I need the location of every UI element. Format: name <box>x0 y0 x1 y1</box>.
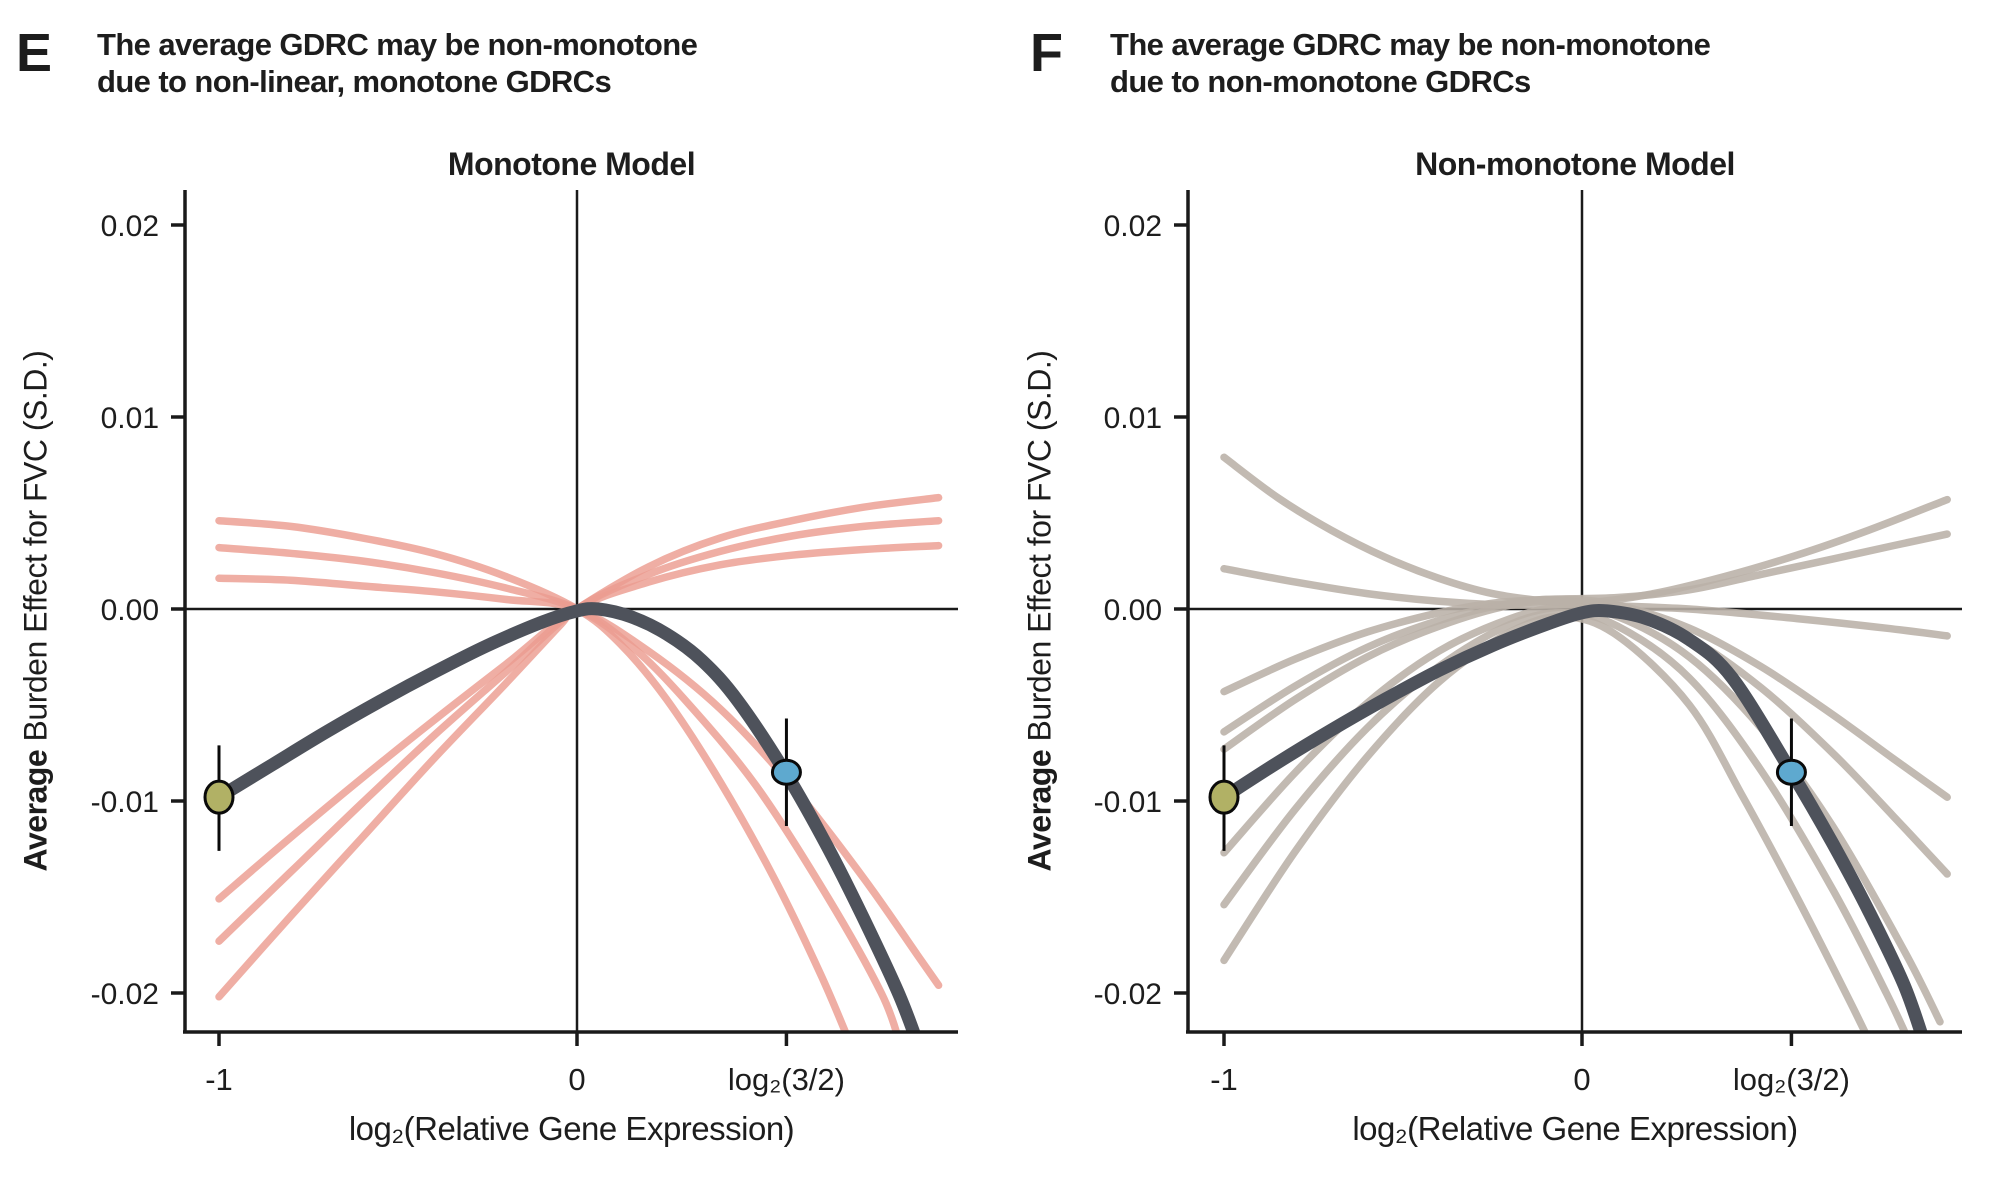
individual-gdrc-2-f <box>1220 495 1951 610</box>
individual-gdrc-8-f <box>1220 612 1870 1032</box>
y-axis-label-f: Average Burden Effect for FVC (S.D.) <box>1022 351 1059 872</box>
y-tick-label-e: 0.00 <box>101 594 159 627</box>
deletion-burden-point-e <box>203 779 235 815</box>
plot-panel-e: 0.02 0.01 0.00 -0.01 -0.02 -1 0 log₂(3/2) <box>91 190 958 1097</box>
panel-f-header-line2: due to non-monotone GDRCs <box>1110 64 1531 99</box>
x-tick-label-f: 0 <box>1573 1062 1590 1097</box>
panel-label-f: F <box>1030 23 1063 83</box>
y-tick-label-e: -0.02 <box>91 978 159 1011</box>
panel-f-header-line1: The average GDRC may be non-monotone <box>1110 27 1711 62</box>
x-axis-label-f: log₂(Relative Gene Expression) <box>1352 1110 1798 1147</box>
y-tick-label-e: -0.01 <box>91 786 159 819</box>
x-axis-label-e: log₂(Relative Gene Expression) <box>348 1110 795 1147</box>
individual-gdrc-decreasing-3-e <box>215 574 943 990</box>
y-axis-label-e: Average Burden Effect for FVC (S.D.) <box>18 351 55 872</box>
curves-group-f <box>1217 453 1951 1032</box>
individual-gdrc-7-f <box>1220 609 1909 1032</box>
x-tick-label-f: -1 <box>1210 1062 1238 1097</box>
panel-e-header: The average GDRC may be non-monotone due… <box>97 26 877 100</box>
y-tick-label-e: 0.02 <box>101 210 159 243</box>
panel-e-header-line1: The average GDRC may be non-monotone <box>97 27 698 62</box>
x-tick-label-e: -1 <box>205 1062 233 1097</box>
panel-e-header-line2: due to non-linear, monotone GDRCs <box>97 64 612 99</box>
plot-panel-f: 0.02 0.01 0.00 -0.01 -0.02 -1 0 log₂(3/2) <box>1094 190 1962 1097</box>
y-axis-label-rest: Burden Effect for FVC (S.D.) <box>1021 350 1058 750</box>
panel-f-header: The average GDRC may be non-monotone due… <box>1110 26 1930 100</box>
curves-group-e <box>212 493 943 1032</box>
y-tick-label-f: -0.01 <box>1094 786 1162 819</box>
x-tick-label-e: log₂(3/2) <box>728 1062 845 1097</box>
individual-gdrc-decreasing-2-e <box>215 543 901 1032</box>
panel-f-title: Non-monotone Model <box>1415 146 1735 182</box>
deletion-burden-point-f <box>1208 779 1240 815</box>
individual-gdrc-decreasing-1-e <box>215 516 850 1032</box>
duplication-burden-point-f <box>1775 758 1807 786</box>
y-axis-label-bold: Average <box>17 749 54 872</box>
y-axis-label-rest: Burden Effect for FVC (S.D.) <box>17 350 54 750</box>
y-axis-label-bold: Average <box>1021 749 1058 872</box>
duplication-burden-point-e <box>770 758 802 786</box>
y-tick-label-f: 0.02 <box>1104 210 1162 243</box>
panel-label-e: E <box>16 23 52 83</box>
average-gdrc-curve-e <box>212 602 921 1032</box>
individual-gdrc-increasing-1-e <box>215 493 943 1001</box>
x-tick-label-f: log₂(3/2) <box>1733 1062 1850 1097</box>
y-tick-label-f: 0.01 <box>1104 402 1162 435</box>
average-gdrc-curve-f <box>1217 604 1928 1032</box>
panel-e-title: Monotone Model <box>447 146 696 182</box>
x-tick-label-e: 0 <box>568 1062 585 1097</box>
y-tick-label-e: 0.01 <box>101 402 159 435</box>
y-tick-label-f: 0.00 <box>1104 594 1162 627</box>
y-tick-label-f: -0.02 <box>1094 978 1162 1011</box>
